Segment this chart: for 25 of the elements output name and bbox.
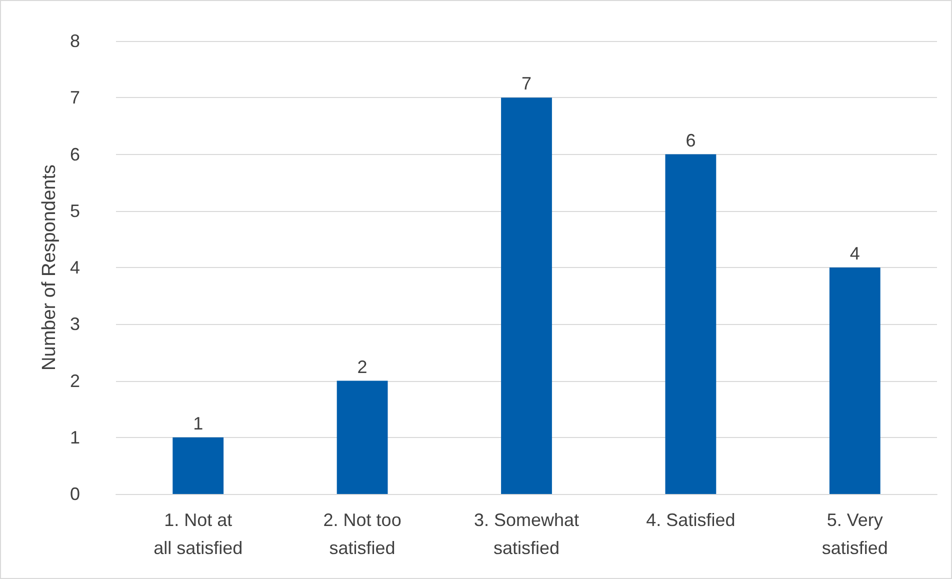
x-tick-label: 5. Very satisfied (822, 510, 888, 558)
x-tick-label: 3. Somewhat satisfied (474, 510, 580, 558)
bar (665, 154, 716, 494)
x-tick-label: 1. Not at all satisfied (154, 510, 243, 558)
bar (829, 268, 880, 494)
data-label: 1 (193, 413, 204, 434)
x-tick-label: 2. Not too satisfied (323, 510, 402, 558)
data-label: 6 (686, 130, 696, 150)
y-tick-label: 4 (70, 258, 80, 278)
y-axis-title: Number of Respondents (39, 164, 60, 370)
data-label: 7 (521, 74, 532, 94)
y-tick-label: 8 (70, 31, 80, 51)
data-label: 2 (357, 356, 368, 377)
bar (336, 380, 388, 494)
data-label: 4 (850, 244, 860, 264)
y-tick-label: 2 (70, 370, 80, 391)
y-tick-label: 5 (70, 200, 80, 221)
x-tick-label: 4. Satisfied (646, 510, 736, 530)
y-tick-label: 7 (70, 88, 80, 108)
y-tick-label: 6 (70, 144, 80, 164)
y-tick-label: 1 (70, 427, 80, 448)
y-tick-label: 3 (70, 314, 80, 334)
y-tick-label: 0 (70, 484, 80, 504)
bar (172, 437, 224, 494)
bar (501, 98, 552, 494)
